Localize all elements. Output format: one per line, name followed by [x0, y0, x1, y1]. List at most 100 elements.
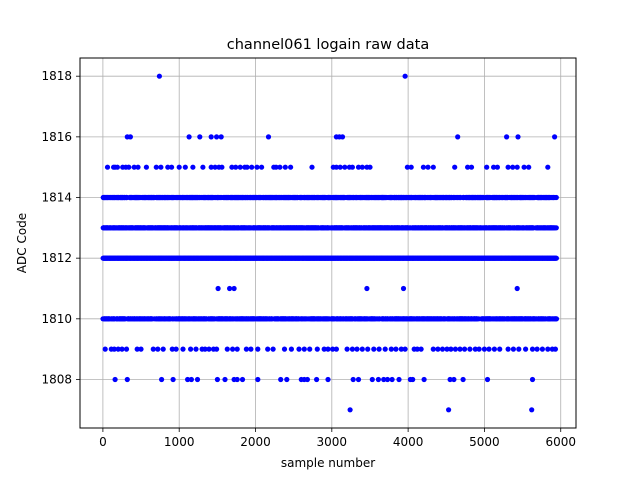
- data-point: [468, 164, 475, 170]
- data-point: [206, 346, 212, 352]
- data-points: [100, 73, 560, 413]
- data-point: [402, 346, 408, 352]
- data-point: [255, 346, 261, 352]
- data-point: [325, 346, 331, 352]
- data-point: [173, 346, 179, 352]
- data-point: [393, 346, 399, 352]
- data-point: [115, 346, 121, 352]
- data-point: [165, 164, 171, 170]
- data-point: [218, 134, 224, 140]
- data-point: [421, 376, 427, 383]
- x-tick-label: 5000: [469, 435, 500, 449]
- data-point: [349, 164, 355, 170]
- data-point: [381, 376, 387, 383]
- data-point: [521, 164, 527, 170]
- data-point: [354, 346, 360, 352]
- data-point: [208, 164, 214, 170]
- data-point: [510, 346, 516, 352]
- data-point: [230, 346, 236, 352]
- data-point: [190, 164, 196, 170]
- data-point: [188, 376, 194, 383]
- data-point: [212, 164, 218, 170]
- chart-title: channel061 logain raw data: [227, 37, 429, 53]
- data-point: [452, 164, 458, 170]
- data-point: [494, 164, 500, 170]
- data-point: [208, 134, 214, 140]
- data-point: [439, 346, 446, 352]
- data-point: [255, 376, 261, 383]
- y-axis-label: ADC Code: [15, 213, 29, 273]
- data-point: [333, 346, 339, 352]
- plot-frame: [79, 57, 577, 429]
- data-point: [359, 346, 365, 352]
- data-point: [526, 164, 532, 170]
- data-point: [131, 164, 137, 170]
- plot-area: [80, 58, 576, 428]
- data-point: [337, 164, 343, 170]
- data-point: [304, 376, 310, 383]
- data-point: [400, 285, 407, 292]
- y-tick-label: 1810: [41, 312, 72, 326]
- data-point: [448, 346, 454, 352]
- data-point: [214, 346, 220, 352]
- data-point: [214, 376, 220, 383]
- data-point: [119, 346, 125, 352]
- data-point: [410, 376, 416, 383]
- data-point: [284, 376, 290, 383]
- x-tick-label: 1000: [164, 435, 195, 449]
- data-point: [273, 164, 279, 170]
- data-point: [296, 346, 302, 352]
- axis-ticks: 0 1000 2000 3000 4000 5000 6000 1808 1810 1812 181…: [41, 69, 576, 449]
- data-point: [545, 164, 551, 170]
- data-point: [185, 376, 191, 383]
- data-point: [371, 346, 377, 352]
- data-point: [194, 376, 201, 383]
- data-point: [347, 407, 353, 413]
- data-point: [124, 376, 130, 383]
- data-point: [330, 346, 336, 352]
- data-point: [182, 164, 188, 170]
- y-tick-label: 1808: [41, 372, 72, 386]
- y-tick-label: 1818: [41, 69, 72, 83]
- data-point: [307, 346, 313, 352]
- data-point: [180, 346, 186, 352]
- data-point: [375, 376, 381, 383]
- data-point: [552, 134, 558, 140]
- data-point: [193, 346, 199, 352]
- data-point: [231, 285, 237, 292]
- data-point: [114, 164, 120, 170]
- data-point: [430, 164, 436, 170]
- data-point: [188, 346, 194, 352]
- data-point: [425, 164, 431, 170]
- data-point: [418, 346, 424, 352]
- x-tick-label: 3000: [317, 435, 348, 449]
- y-tick-label: 1816: [41, 130, 72, 144]
- x-tick-label: 0: [99, 435, 107, 449]
- data-point: [365, 346, 371, 352]
- data-point: [265, 346, 271, 352]
- data-point: [472, 346, 478, 352]
- data-point: [491, 164, 497, 170]
- data-point: [321, 346, 327, 352]
- data-point: [259, 164, 265, 170]
- data-point: [398, 346, 404, 352]
- data-point: [420, 164, 426, 170]
- data-point: [314, 376, 320, 383]
- data-point: [233, 164, 239, 170]
- data-point: [446, 407, 452, 413]
- data-point: [244, 164, 250, 170]
- data-point: [342, 164, 348, 170]
- data-point: [460, 376, 466, 383]
- data-point: [222, 376, 228, 383]
- data-point: [457, 346, 463, 352]
- data-point: [529, 376, 536, 383]
- data-point: [462, 346, 468, 352]
- data-point: [553, 255, 560, 261]
- data-point: [237, 164, 243, 170]
- data-point: [452, 346, 458, 352]
- data-point: [301, 346, 307, 352]
- data-point: [408, 164, 414, 170]
- data-point: [127, 134, 133, 140]
- data-point: [553, 194, 559, 201]
- data-point: [239, 376, 246, 383]
